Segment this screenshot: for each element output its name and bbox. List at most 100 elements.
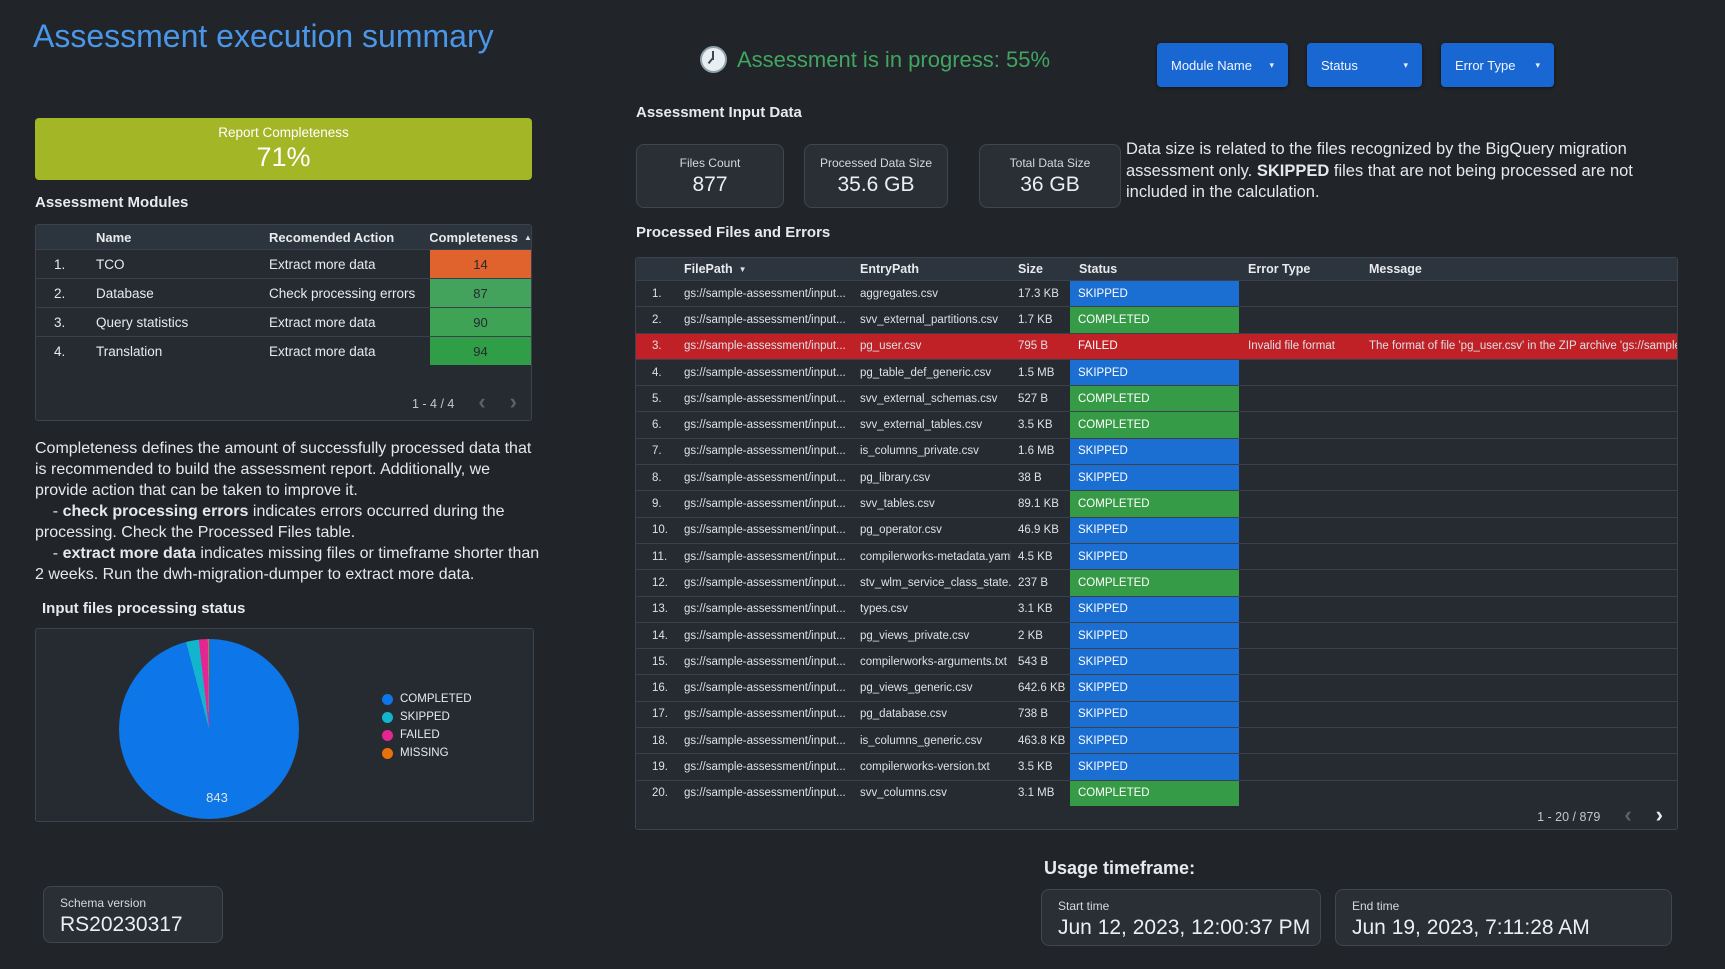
pie-data-label: 843 [206,790,228,805]
end-time-card: End time Jun 19, 2023, 7:11:28 AM [1335,889,1672,946]
error-type-cell [1239,518,1369,543]
end-time-label: End time [1352,899,1400,913]
header-name[interactable]: Name [96,229,132,245]
filepath-cell: gs://sample-assessment/input... [684,708,846,721]
header-message[interactable]: Message [1369,262,1422,276]
file-row[interactable]: 4. gs://sample-assessment/input... pg_tabl… [636,358,1677,386]
file-row[interactable]: 6. gs://sample-assessment/input... svv_ext… [636,411,1677,438]
row-number: 4. [54,343,66,359]
size-cell: 17.3 KB [1018,287,1059,300]
header-status[interactable]: Status [1079,262,1118,276]
error-type-cell [1239,544,1369,569]
file-row[interactable]: 12. gs://sample-assessment/input... stv_wl… [636,569,1677,596]
schema-version-card: Schema version RS20230317 [43,886,223,943]
file-row[interactable]: 11. gs://sample-assessment/input... compil… [636,542,1677,570]
filter-module-name[interactable]: Module Name ▾ [1157,43,1288,87]
note-bold-text: check processing errors [62,503,249,520]
size-cell: 3.1 KB [1018,603,1053,616]
files-heading: Processed Files and Errors [636,224,831,241]
chevron-left-icon[interactable]: ‹ [478,389,486,415]
module-row[interactable]: 4. Translation Extract more data 94 [36,336,531,365]
file-row[interactable]: 5. gs://sample-assessment/input... svv_ext… [636,385,1677,412]
file-row[interactable]: 13. gs://sample-assessment/input... types.… [636,595,1677,622]
note-text: Data size is related to the files recogn… [1126,140,1632,180]
note-bold-text: extract more data [62,545,196,562]
file-row[interactable]: 14. gs://sample-assessment/input... pg_vie… [636,621,1677,649]
header-filepath[interactable]: FilePath ▼ [677,258,857,280]
message-cell [1369,597,1677,622]
row-number: 11. [652,550,668,563]
chevron-right-icon[interactable]: › [1655,801,1663,827]
progress-text: Assessment is in progress: 55% [737,46,1051,72]
row-number: 19. [652,760,668,773]
message-cell [1369,412,1677,437]
file-row[interactable]: 16. gs://sample-assessment/input... pg_vie… [636,674,1677,701]
file-row[interactable]: 7. gs://sample-assessment/input... is_colu… [636,437,1677,465]
entrypath-cell: compilerworks-version.txt [860,760,990,773]
entrypath-cell: pg_library.csv [860,471,931,484]
chevron-left-icon[interactable]: ‹ [1624,801,1632,827]
legend-label: SKIPPED [400,711,450,723]
filepath-cell: gs://sample-assessment/input... [684,760,846,773]
header-action[interactable]: Recomended Action [269,229,395,245]
size-cell: 1.5 MB [1018,366,1055,379]
header-entrypath[interactable]: EntryPath [860,262,920,276]
module-row[interactable]: 3. Query statistics Extract more data 90 [36,307,531,336]
module-completeness-cell: 90 [430,308,531,336]
file-row[interactable]: 1. gs://sample-assessment/input... aggrega… [636,280,1677,307]
status-badge: SKIPPED [1070,359,1239,386]
status-cell: SKIPPED [1070,517,1239,543]
file-row[interactable]: 8. gs://sample-assessment/input... pg_libr… [636,464,1677,491]
size-cell: 738 B [1018,708,1049,721]
status-cell: SKIPPED [1070,281,1239,307]
module-name-cell: Database [96,285,154,301]
scorecard-processed-data-size: Processed Data Size 35.6 GB [804,144,948,208]
size-cell: 237 B [1018,576,1049,589]
status-badge: SKIPPED [1070,754,1239,780]
message-cell [1369,518,1677,543]
size-cell: 38 B [1018,471,1042,484]
file-row[interactable]: 3. gs://sample-assessment/input... pg_user… [636,332,1677,359]
row-number: 2. [652,313,662,326]
filter-label: Error Type [1455,57,1516,73]
header-size[interactable]: Size [1018,262,1044,276]
start-time-label: Start time [1058,899,1110,913]
size-cell: 2 KB [1018,629,1043,642]
message-cell [1369,675,1677,700]
row-number: 14. [652,629,668,642]
file-row[interactable]: 17. gs://sample-assessment/input... pg_dat… [636,700,1677,728]
file-row[interactable]: 20. gs://sample-assessment/input... svv_co… [636,779,1677,806]
status-badge: SKIPPED [1070,596,1239,622]
header-completeness[interactable]: Completeness ▲ [430,225,531,249]
file-row[interactable]: 10. gs://sample-assessment/input... pg_ope… [636,516,1677,543]
pie-chart[interactable] [119,639,299,819]
entrypath-cell: svv_external_schemas.csv [860,392,998,405]
file-row[interactable]: 19. gs://sample-assessment/input... compil… [636,753,1677,780]
module-row[interactable]: 1. TCO Extract more data 14 [36,249,531,278]
filter-status[interactable]: Status ▾ [1307,43,1422,87]
chevron-down-icon: ▾ [1269,59,1274,70]
status-badge: COMPLETED [1070,780,1239,806]
file-row[interactable]: 2. gs://sample-assessment/input... svv_ext… [636,306,1677,333]
entrypath-cell: stv_wlm_service_class_state.... [860,576,1011,589]
row-number: 18. [652,734,668,747]
file-row[interactable]: 9. gs://sample-assessment/input... svv_tab… [636,490,1677,517]
module-action-cell: Check processing errors [269,285,416,301]
message-cell [1369,465,1677,490]
entrypath-cell: compilerworks-arguments.txt [860,655,1007,668]
modules-pagination: 1 - 4 / 4 ‹ › [36,365,531,420]
chevron-right-icon[interactable]: › [509,389,517,415]
error-type-cell [1239,570,1369,595]
scorecard-label: Total Data Size [1009,155,1091,170]
error-type-cell [1239,728,1369,753]
header-error-type[interactable]: Error Type [1248,262,1311,276]
filter-error-type[interactable]: Error Type ▾ [1441,43,1554,87]
sort-desc-icon: ▼ [738,264,747,274]
error-type-cell [1239,649,1369,674]
module-row[interactable]: 2. Database Check processing errors 87 [36,278,531,307]
status-cell: SKIPPED [1070,438,1239,465]
file-row[interactable]: 18. gs://sample-assessment/input... is_col… [636,727,1677,754]
module-action-cell: Extract more data [269,343,376,359]
file-row[interactable]: 15. gs://sample-assessment/input... compil… [636,648,1677,675]
